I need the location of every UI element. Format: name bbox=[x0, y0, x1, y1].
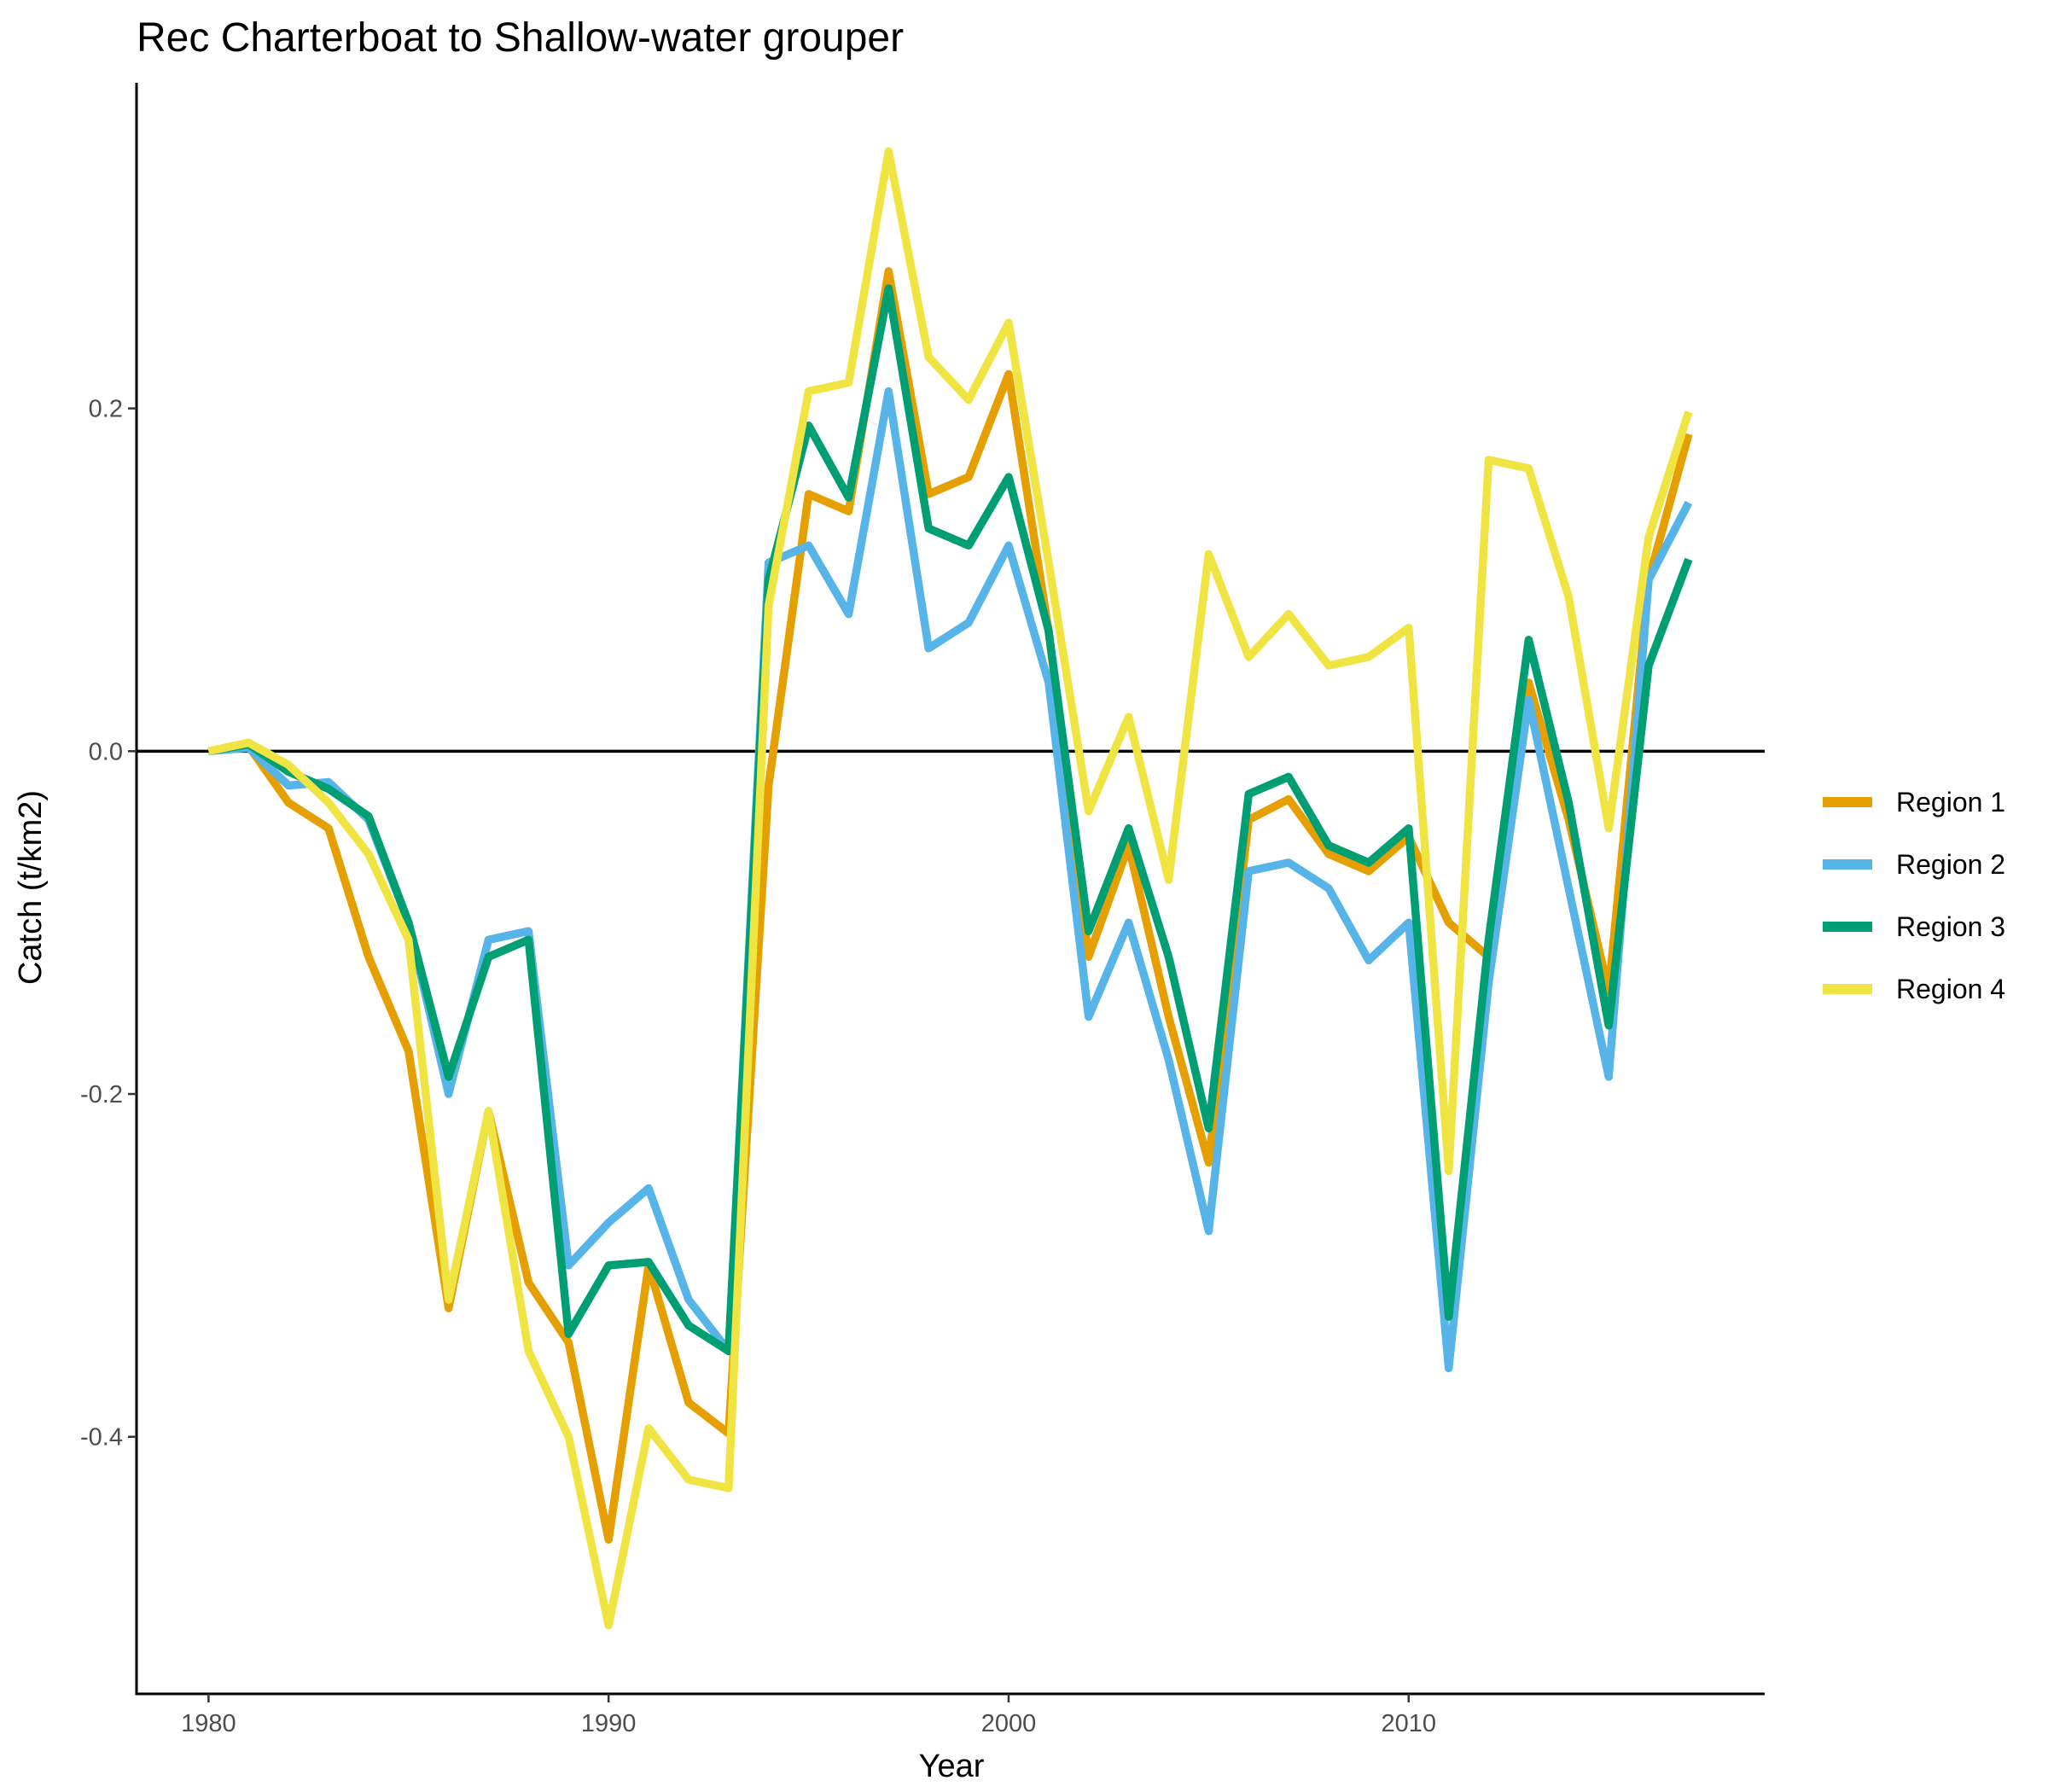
y-tick-label: -0.4 bbox=[80, 1424, 123, 1452]
x-tick-label: 1990 bbox=[581, 1710, 637, 1737]
series-line-region-4 bbox=[207, 147, 1693, 1630]
x-tick-label: 2010 bbox=[1382, 1710, 1437, 1737]
x-axis-title: Year bbox=[919, 1748, 985, 1784]
legend-label-region-1: Region 1 bbox=[1896, 787, 2005, 817]
legend-label-region-4: Region 4 bbox=[1896, 974, 2005, 1004]
y-tick-label: -0.2 bbox=[80, 1081, 123, 1108]
x-tick-label: 1980 bbox=[181, 1710, 236, 1737]
x-tick-label: 2000 bbox=[981, 1710, 1037, 1737]
legend-label-region-3: Region 3 bbox=[1896, 911, 2005, 942]
y-tick-label: 0.0 bbox=[89, 738, 123, 765]
chart-title: Rec Charterboat to Shallow-water grouper bbox=[137, 15, 904, 61]
y-axis-title: Catch (t/km2) bbox=[13, 790, 49, 985]
legend-label-region-2: Region 2 bbox=[1896, 849, 2005, 880]
legend: Region 1 Region 2 Region 3 Region 4 bbox=[1823, 787, 2005, 1004]
plot-area bbox=[137, 147, 1765, 1630]
y-tick-label: 0.2 bbox=[89, 396, 123, 423]
series-line-region-3 bbox=[207, 284, 1693, 1356]
axis-ticks: 1980 1990 2000 2010 -0.4 -0.2 0.0 0.2 bbox=[80, 396, 1436, 1737]
